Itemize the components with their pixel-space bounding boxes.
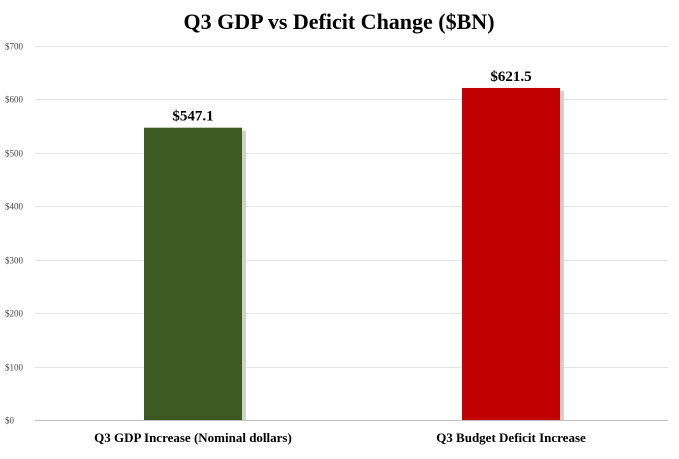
y-tick-label: $600	[5, 95, 24, 105]
data-label: $547.1	[172, 109, 213, 125]
y-tick-label: $400	[5, 202, 24, 212]
y-tick-label: $700	[5, 42, 24, 52]
y-tick-label: $100	[5, 363, 24, 373]
x-tick-label: Q3 Budget Deficit Increase	[436, 430, 586, 445]
y-tick-label: $200	[5, 309, 24, 319]
bars	[144, 87, 564, 420]
bar-shadow	[560, 90, 564, 420]
bar	[462, 87, 560, 420]
data-labels: $547.1 $621.5	[172, 69, 531, 125]
y-tick-label: $500	[5, 149, 24, 159]
y-tick-label: $300	[5, 256, 24, 266]
x-tick-label: Q3 GDP Increase (Nominal dollars)	[94, 430, 292, 445]
x-axis-ticks: Q3 GDP Increase (Nominal dollars) Q3 Budg…	[94, 430, 586, 445]
bar-shadow	[242, 130, 246, 420]
bar	[144, 127, 242, 420]
y-axis-ticks: $0 $100 $200 $300 $400 $500 $600 $700	[5, 42, 24, 426]
chart-title: Q3 GDP vs Deficit Change ($BN)	[183, 9, 494, 34]
grid-lines	[35, 46, 668, 421]
y-tick-label: $0	[5, 416, 15, 426]
data-label: $621.5	[490, 69, 531, 85]
